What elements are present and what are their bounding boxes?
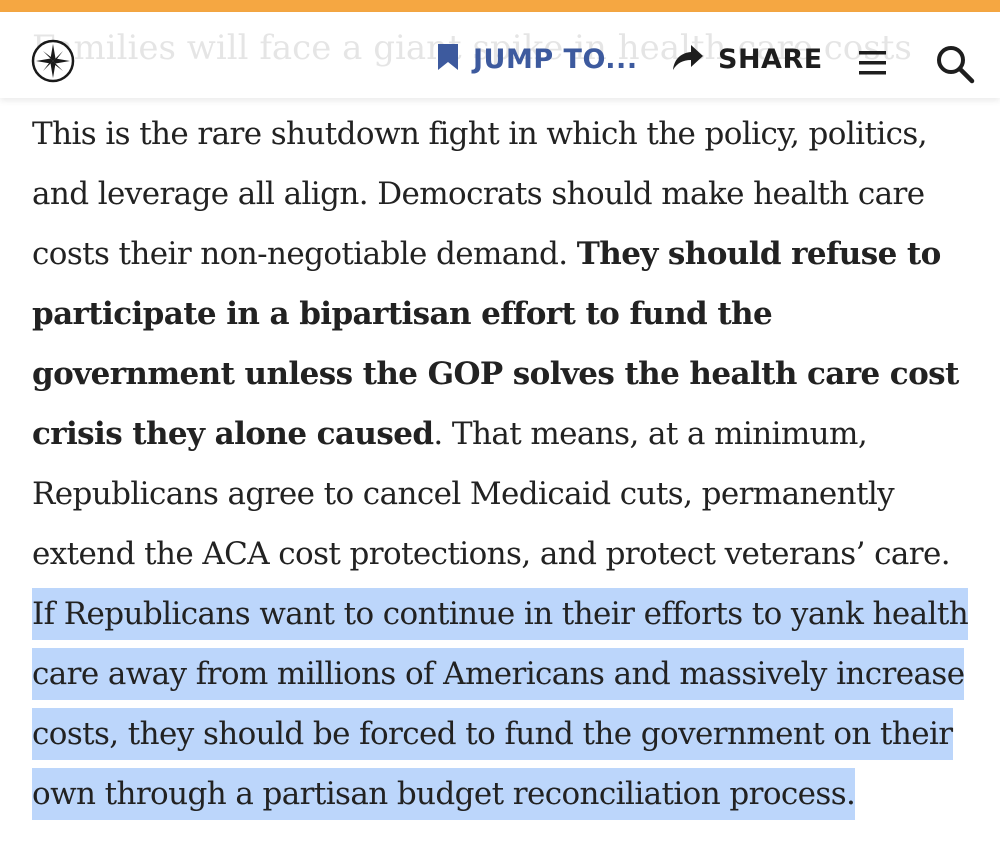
paragraph-text-middle: . That means, at a minimum, Republicans … (32, 416, 951, 572)
hamburger-menu-icon[interactable] (858, 50, 888, 76)
compass-logo-icon[interactable] (30, 38, 76, 84)
selected-text-highlight[interactable]: If Republicans want to continue in their… (32, 588, 969, 820)
paragraph-text-intro: This is the rare shutdown fight in which… (32, 116, 928, 272)
share-button[interactable]: SHARE (672, 40, 823, 78)
article-body: This is the rare shutdown fight in which… (32, 104, 972, 824)
paragraph-text-bold: They should refuse to participate in a b… (32, 236, 959, 452)
article-paragraph: This is the rare shutdown fight in which… (32, 104, 972, 824)
share-arrow-icon (672, 43, 704, 75)
search-icon[interactable] (935, 44, 975, 84)
top-accent-bar (0, 0, 1000, 12)
jump-to-button[interactable]: JUMP TO... (437, 40, 638, 78)
jump-to-label: JUMP TO... (473, 43, 638, 75)
bookmark-icon (437, 43, 459, 75)
faded-headline: Families will face a giant spike in heal… (32, 28, 912, 68)
site-header: Families will face a giant spike in heal… (0, 12, 1000, 98)
share-label: SHARE (718, 43, 823, 75)
